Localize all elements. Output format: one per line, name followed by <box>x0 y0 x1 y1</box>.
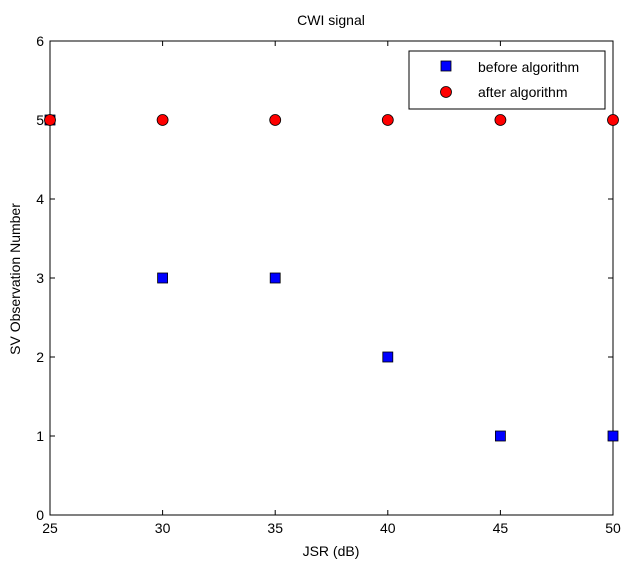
y-axis: 0 1 2 3 4 5 6 <box>36 33 613 523</box>
point-after-algorithm <box>607 114 619 126</box>
point-before-algorithm <box>269 272 281 284</box>
y-tick-label: 5 <box>36 112 44 128</box>
legend-marker-before-algorithm <box>440 60 452 72</box>
data-markers <box>44 114 619 442</box>
x-tick-label: 50 <box>605 520 621 536</box>
point-after-algorithm <box>269 114 282 126</box>
point-after-algorithm <box>381 114 394 126</box>
point-after-algorithm <box>494 114 507 126</box>
chart-title: CWI signal <box>297 12 365 28</box>
y-tick-label: 4 <box>36 191 44 207</box>
plot-frame <box>49 40 614 516</box>
x-tick-label: 30 <box>155 520 171 536</box>
point-before-algorithm <box>607 430 619 442</box>
legend-marker-after-algorithm <box>440 86 452 98</box>
x-axis-label: JSR (dB) <box>303 543 360 559</box>
point-after-algorithm <box>156 114 169 126</box>
point-after-algorithm <box>44 114 56 126</box>
y-tick-label: 0 <box>36 507 44 523</box>
point-before-algorithm <box>157 272 169 284</box>
x-tick-label: 35 <box>267 520 283 536</box>
y-axis-label: SV Observation Number <box>7 203 23 355</box>
legend: before algorithm after algorithm <box>408 50 606 110</box>
x-tick-label: 40 <box>380 520 396 536</box>
legend-label-before-algorithm: before algorithm <box>478 59 579 75</box>
x-tick-label: 25 <box>42 520 58 536</box>
y-tick-label: 3 <box>36 270 44 286</box>
y-tick-label: 1 <box>36 428 44 444</box>
y-tick-label: 2 <box>36 349 44 365</box>
x-tick-label: 45 <box>493 520 509 536</box>
plot-area <box>49 40 614 516</box>
point-before-algorithm <box>494 430 506 442</box>
point-before-algorithm <box>382 351 394 363</box>
legend-label-after-algorithm: after algorithm <box>478 84 567 100</box>
x-axis: 25 30 35 40 45 50 <box>42 41 621 536</box>
y-tick-label: 6 <box>36 33 44 49</box>
